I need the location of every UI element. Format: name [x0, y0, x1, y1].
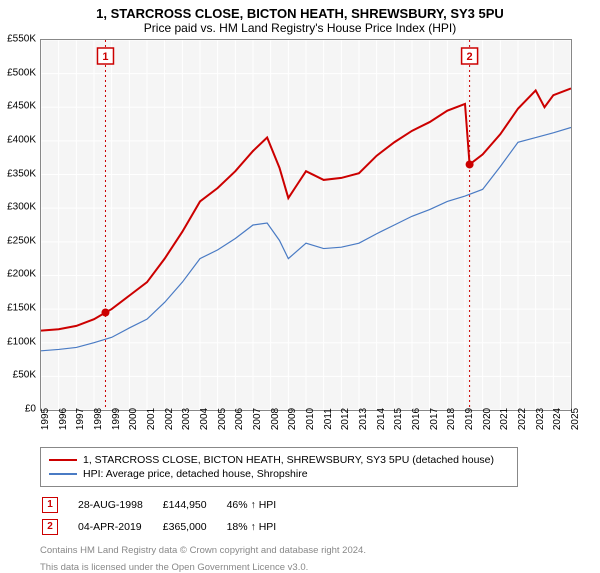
x-axis-label: 1996: [58, 408, 69, 430]
x-axis-label: 2011: [323, 408, 334, 430]
y-axis-label: £100K: [0, 336, 36, 347]
x-axis-label: 2000: [128, 408, 139, 430]
y-axis-label: £150K: [0, 303, 36, 314]
x-axis-label: 2007: [252, 408, 263, 430]
chart-area: 12 £0£50K£100K£150K£200K£250K£300K£350K£…: [40, 39, 600, 409]
sale-row: 204-APR-2019£365,00018% ↑ HPI: [42, 517, 294, 537]
legend-item: 1, STARCROSS CLOSE, BICTON HEATH, SHREWS…: [49, 453, 509, 467]
svg-text:2: 2: [467, 51, 473, 63]
svg-text:1: 1: [102, 51, 108, 63]
y-axis-label: £0: [0, 404, 36, 415]
x-axis-label: 1998: [93, 408, 104, 430]
x-axis-label: 2019: [464, 408, 475, 430]
y-axis-label: £550K: [0, 34, 36, 45]
legend-item: HPI: Average price, detached house, Shro…: [49, 467, 509, 481]
x-axis-label: 1997: [75, 408, 86, 430]
x-axis-label: 2003: [181, 408, 192, 430]
x-axis-label: 2024: [552, 408, 563, 430]
legend-box: 1, STARCROSS CLOSE, BICTON HEATH, SHREWS…: [40, 447, 518, 487]
chart-container: 1, STARCROSS CLOSE, BICTON HEATH, SHREWS…: [0, 0, 600, 560]
x-axis-label: 2018: [446, 408, 457, 430]
x-axis-label: 2004: [199, 408, 210, 430]
x-axis-label: 2023: [535, 408, 546, 430]
x-axis-label: 2015: [393, 408, 404, 430]
y-axis-label: £450K: [0, 101, 36, 112]
x-axis-label: 2017: [429, 408, 440, 430]
y-axis-label: £250K: [0, 235, 36, 246]
chart-title: 1, STARCROSS CLOSE, BICTON HEATH, SHREWS…: [0, 0, 600, 21]
x-axis-label: 2014: [376, 408, 387, 430]
x-axis-label: 2022: [517, 408, 528, 430]
x-axis-label: 2020: [482, 408, 493, 430]
x-axis-label: 2008: [270, 408, 281, 430]
x-axis-label: 1995: [40, 408, 51, 430]
y-axis-label: £200K: [0, 269, 36, 280]
y-axis-label: £400K: [0, 134, 36, 145]
x-axis-label: 2009: [287, 408, 298, 430]
x-axis-label: 2010: [305, 408, 316, 430]
y-axis-label: £500K: [0, 67, 36, 78]
x-axis-label: 2021: [499, 408, 510, 430]
x-axis-label: 2012: [340, 408, 351, 430]
x-axis-label: 2006: [234, 408, 245, 430]
sale-row: 128-AUG-1998£144,95046% ↑ HPI: [42, 495, 294, 515]
footnote-2: This data is licensed under the Open Gov…: [40, 562, 600, 573]
x-axis-label: 2016: [411, 408, 422, 430]
chart-subtitle: Price paid vs. HM Land Registry's House …: [0, 21, 600, 39]
x-axis-label: 2002: [164, 408, 175, 430]
x-axis-label: 2005: [217, 408, 228, 430]
chart-svg: 12: [40, 39, 572, 411]
x-axis-label: 1999: [111, 408, 122, 430]
x-axis-label: 2001: [146, 408, 157, 430]
sales-table: 128-AUG-1998£144,95046% ↑ HPI204-APR-201…: [40, 493, 296, 539]
x-axis-label: 2025: [570, 408, 581, 430]
x-axis-label: 2013: [358, 408, 369, 430]
y-axis-label: £50K: [0, 370, 36, 381]
footnote-1: Contains HM Land Registry data © Crown c…: [40, 545, 600, 556]
y-axis-label: £350K: [0, 168, 36, 179]
y-axis-label: £300K: [0, 202, 36, 213]
